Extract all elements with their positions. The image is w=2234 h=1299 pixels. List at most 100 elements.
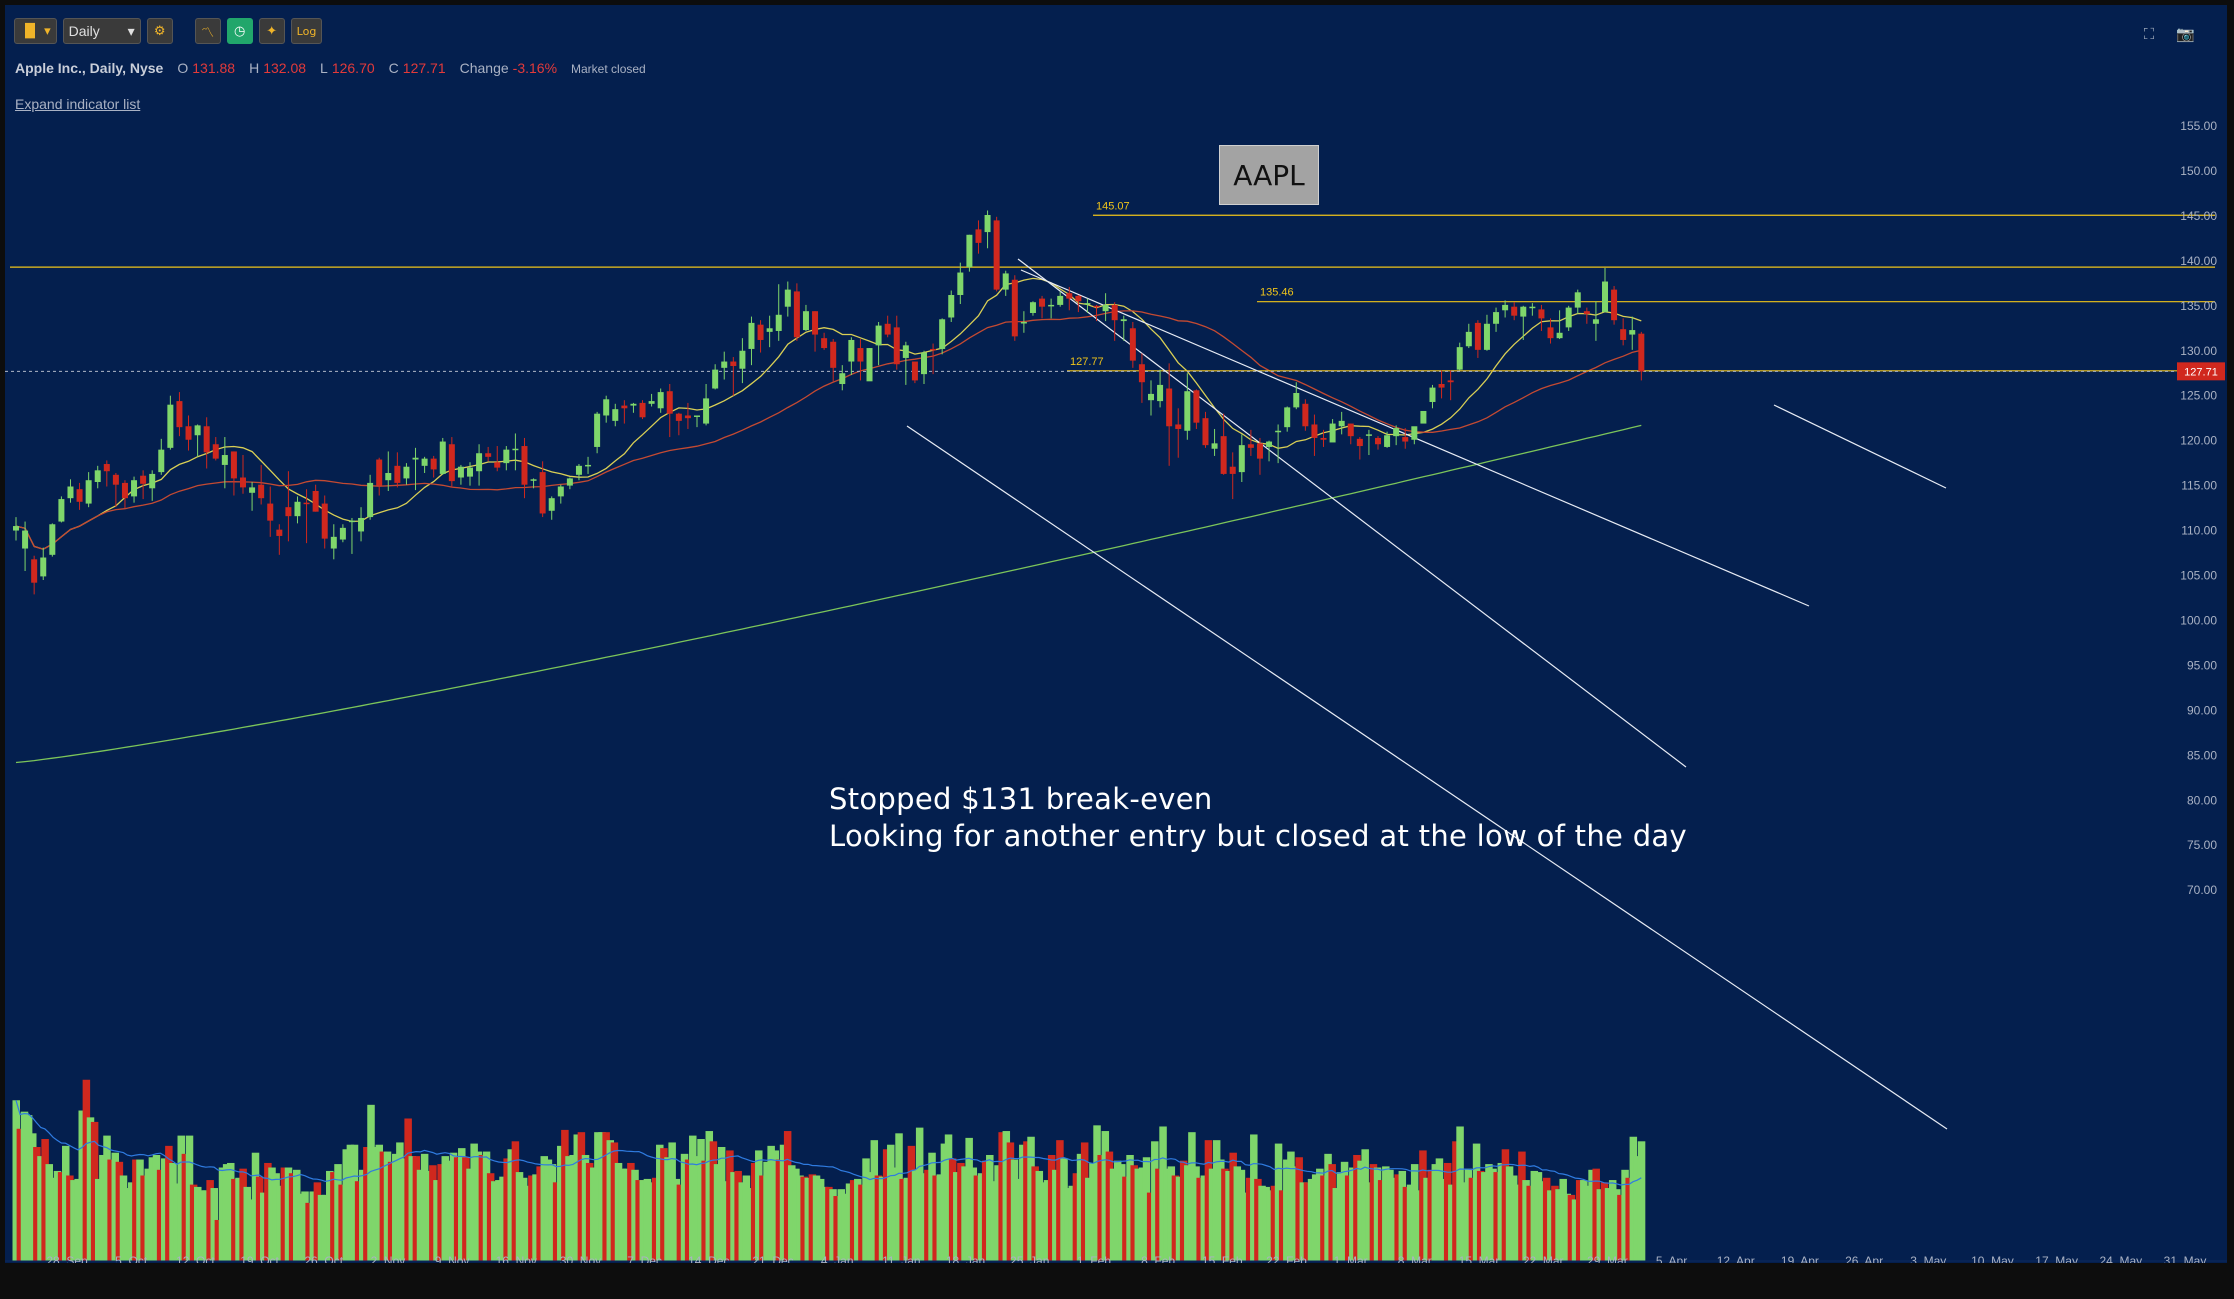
y-tick-label: 105.00 [2180, 569, 2217, 583]
log-scale-button[interactable]: Log [290, 18, 323, 44]
volume-bar [227, 1162, 235, 1261]
text-annotation[interactable]: Stopped $131 break-even Looking for anot… [829, 781, 1687, 855]
volume-bar [1052, 1169, 1060, 1261]
volume-bar [948, 1158, 957, 1261]
y-tick-label: 155.00 [2180, 119, 2217, 133]
volume-bar [1085, 1177, 1093, 1261]
volume-bar [148, 1157, 157, 1261]
volume-bar [870, 1140, 879, 1261]
candle-body [85, 480, 92, 504]
volume-bar [1167, 1166, 1176, 1261]
indicator-icon[interactable]: 〽 [194, 18, 221, 44]
volume-bar [1287, 1151, 1295, 1261]
candle-body [1111, 304, 1118, 321]
volume-bar [891, 1167, 899, 1261]
volume-bar [1307, 1178, 1316, 1261]
volume-bar [750, 1162, 759, 1261]
candlestick-icon[interactable]: ▐▌ ▾ [14, 18, 57, 44]
x-tick-label: 29. Mar [1587, 1254, 1628, 1263]
volume-bar [1295, 1157, 1303, 1261]
volume-bar [1584, 1185, 1592, 1261]
candle-body [703, 398, 710, 424]
expand-indicator-list-link[interactable]: Expand indicator list [15, 96, 141, 112]
volume-bar [503, 1158, 511, 1261]
volume-bar [1208, 1168, 1217, 1261]
legend-high: H 132.08 [249, 60, 307, 76]
volume-bar [610, 1142, 619, 1261]
volume-bar [1179, 1160, 1188, 1261]
volume-bar [1328, 1164, 1336, 1261]
trendline [906, 425, 1948, 1130]
sma-long-line [15, 424, 1642, 764]
volume-bar [920, 1173, 928, 1261]
price-chart[interactable]: 145.07 135.46 127.77 127.71 155.00 150.00 145… [5, 5, 2227, 1263]
candle-body [675, 413, 682, 421]
volume-bar [491, 1181, 499, 1261]
volume-bar [990, 1181, 998, 1261]
volume-bar [783, 1131, 792, 1261]
volume-bar [1365, 1182, 1374, 1261]
volume-bar [486, 1173, 495, 1261]
volume-bar [354, 1181, 363, 1261]
candle-body [348, 520, 355, 523]
volume-bar [1497, 1162, 1506, 1261]
volume-bar [895, 1133, 903, 1261]
volume-bar [313, 1182, 322, 1261]
price-legend: Apple Inc., Daily, Nyse O 131.88 H 132.08 … [15, 60, 646, 76]
candle-body [712, 369, 719, 389]
volume-bar [29, 1133, 37, 1261]
volume-bar [573, 1134, 582, 1261]
volume-bar [1184, 1165, 1192, 1261]
volume-bar [330, 1172, 338, 1261]
volume-bar [293, 1169, 301, 1261]
candle-body [839, 373, 846, 385]
candle-body [1565, 307, 1572, 328]
candle-body [1384, 435, 1391, 447]
volume-bar [1530, 1170, 1539, 1261]
fullscreen-icon[interactable]: ⛶ [2143, 25, 2155, 43]
volume-bar [519, 1177, 528, 1261]
volume-bar [1604, 1188, 1613, 1261]
candle-body [121, 482, 128, 499]
volume-bar [907, 1145, 916, 1261]
x-tick-label: 10. May [1971, 1254, 2014, 1263]
volume-bar [594, 1132, 602, 1261]
interval-select[interactable]: Daily ▾ [62, 18, 141, 44]
volume-bar [664, 1157, 672, 1261]
volume-bar [1097, 1154, 1105, 1261]
volume-bar [445, 1160, 454, 1261]
volume-bar [742, 1175, 751, 1261]
volume-bar [1233, 1166, 1242, 1261]
candle-body [884, 323, 891, 335]
x-tick-label: 15. Mar [1459, 1254, 1500, 1263]
trendlines [906, 258, 1948, 1130]
candle-body [1011, 279, 1018, 337]
volume-bar [49, 1177, 58, 1261]
volume-bar [1489, 1168, 1497, 1261]
symbol-annotation[interactable]: AAPL [1219, 145, 1319, 205]
volume-bar [1505, 1166, 1514, 1261]
x-tick-label: 2. Nov [371, 1254, 406, 1263]
volume-bar [1278, 1190, 1287, 1261]
volume-bar [1064, 1188, 1072, 1261]
volume-bar [1258, 1185, 1266, 1261]
camera-icon[interactable]: 📷 [2176, 25, 2195, 43]
volume-bar [585, 1162, 594, 1261]
x-tick-label: 26. Apr [1845, 1254, 1883, 1263]
candle-body [902, 345, 909, 358]
volume-bar [961, 1166, 969, 1261]
volume-bar [103, 1135, 111, 1261]
x-tick-label: 1. Feb [1077, 1254, 1111, 1263]
volume-bar [1637, 1141, 1646, 1261]
volume-bar [1105, 1151, 1114, 1261]
clock-icon[interactable]: ◷ [226, 18, 253, 44]
candle-body [1375, 437, 1381, 445]
gear-icon[interactable]: ⚙ [146, 18, 173, 44]
y-tick-label: 145.00 [2180, 209, 2217, 223]
candle-body [67, 486, 74, 499]
volume-bar [1138, 1167, 1147, 1261]
candle-body [1592, 319, 1599, 324]
price-level-label: 127.77 [1070, 356, 1104, 368]
volume-bar [590, 1167, 598, 1261]
drawing-icon[interactable]: ✦ [258, 18, 285, 44]
